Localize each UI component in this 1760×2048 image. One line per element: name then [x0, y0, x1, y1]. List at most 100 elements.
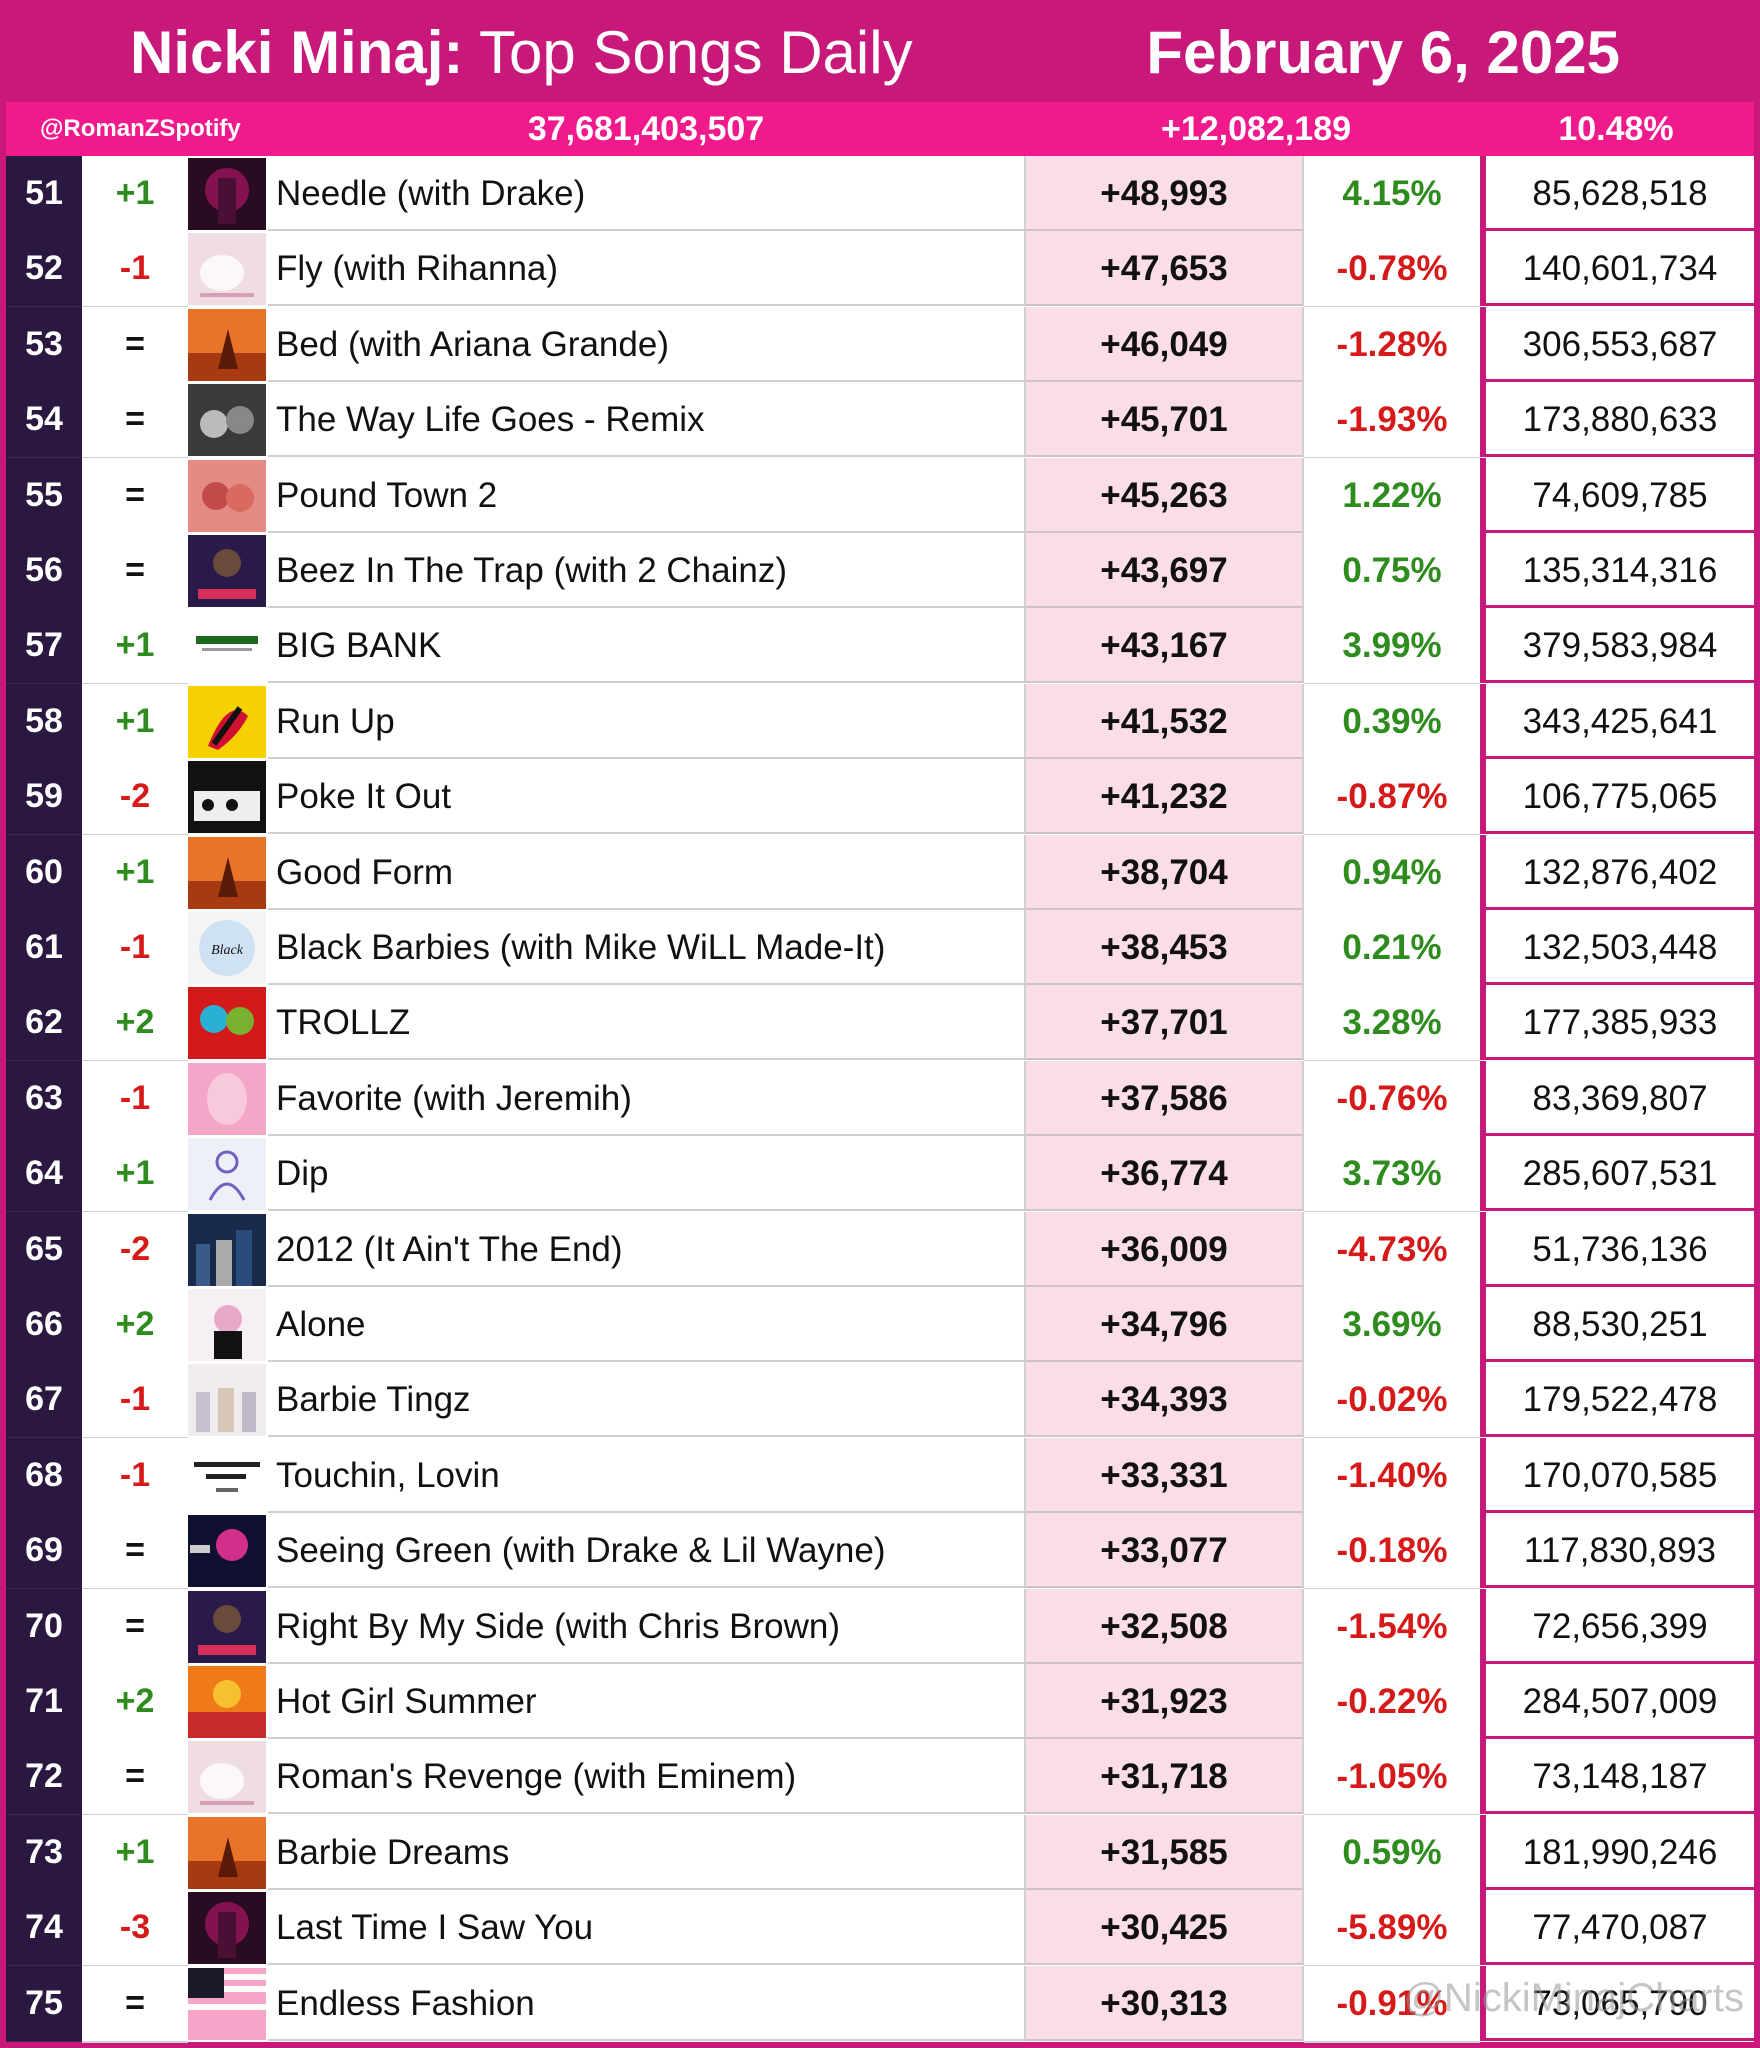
- album-art-cell: [188, 1438, 268, 1514]
- daily-streams-cell: +34,393: [1024, 1362, 1304, 1437]
- song-title: Beez In The Trap (with 2 Chainz): [268, 533, 1024, 608]
- rank-change-cell: +1: [82, 835, 188, 912]
- watermark: @NickiMinajCharts: [1403, 1976, 1744, 2020]
- rank-change-cell: -1: [82, 231, 188, 308]
- album-art-cell: [188, 231, 268, 307]
- table-row: 51 +1 Needle (with Drake) +48,993 4.15% 85,62…: [6, 156, 1754, 233]
- album-art: [188, 1440, 266, 1514]
- daily-change-percent: 0.59%: [1304, 1815, 1480, 1892]
- rank-change-cell: -1: [82, 1061, 188, 1138]
- table-row: 73 +1 Barbie Dreams +31,585 0.59% 181,990,246: [6, 1815, 1754, 1892]
- songs-table: 51 +1 Needle (with Drake) +48,993 4.15% 85,62…: [6, 156, 1754, 2043]
- rank-cell: 69: [6, 1513, 82, 1589]
- album-art-cell: [188, 1287, 268, 1363]
- daily-change-percent: -0.87%: [1304, 759, 1480, 836]
- table-row: 71 +2 Hot Girl Summer +31,923 -0.22% 284,507,…: [6, 1664, 1754, 1741]
- song-title: Run Up: [268, 684, 1024, 759]
- rank-change-cell: -2: [82, 1212, 188, 1289]
- daily-change-percent: 3.28%: [1304, 985, 1480, 1062]
- album-art: [188, 761, 266, 835]
- song-title: Hot Girl Summer: [268, 1664, 1024, 1739]
- album-art-cell: [188, 1136, 268, 1212]
- album-art-cell: [188, 684, 268, 760]
- album-art: [188, 1666, 266, 1740]
- daily-streams-cell: +36,774: [1024, 1136, 1304, 1211]
- album-art: [188, 1214, 266, 1288]
- total-streams-cell: 117,830,893: [1480, 1513, 1754, 1588]
- table-row: 62 +2 TROLLZ +37,701 3.28% 177,385,933: [6, 985, 1754, 1062]
- song-title: Touchin, Lovin: [268, 1438, 1024, 1513]
- song-title: Right By My Side (with Chris Brown): [268, 1589, 1024, 1664]
- album-art-cell: [188, 759, 268, 835]
- total-streams-cell: 285,607,531: [1480, 1136, 1754, 1211]
- rank-change-cell: +1: [82, 156, 188, 233]
- daily-streams-cell: +30,313: [1024, 1966, 1304, 2041]
- daily-change-percent: 4.15%: [1304, 156, 1480, 233]
- table-row: 68 -1 Touchin, Lovin +33,331 -1.40% 170,070,5…: [6, 1438, 1754, 1515]
- daily-streams-cell: +48,993: [1024, 156, 1304, 231]
- rank-change-cell: -1: [82, 1362, 188, 1439]
- album-art-cell: [188, 985, 268, 1061]
- daily-change-percent: -0.91%: [1304, 1966, 1480, 2043]
- daily-change-percent: -1.28%: [1304, 307, 1480, 384]
- table-row: 61 -1 Black Black Barbies (with Mike WiLL M…: [6, 910, 1754, 987]
- table-row: 63 -1 Favorite (with Jeremih) +37,586 -0.76%…: [6, 1061, 1754, 1138]
- creator-handle: @RomanZSpotify: [40, 115, 241, 142]
- table-row: 57 +1 BIG BANK +43,167 3.99% 379,583,984: [6, 608, 1754, 685]
- header: Nicki Minaj: Top Songs Daily February 6,…: [0, 0, 1760, 102]
- table-row: 54 = The Way Life Goes - Remix +45,701 -1.93…: [6, 382, 1754, 459]
- chart-name: Top Songs Daily: [479, 19, 913, 86]
- total-streams-cell: 88,530,251: [1480, 1287, 1754, 1362]
- rank-cell: 55: [6, 458, 82, 534]
- daily-change-percent: 0.39%: [1304, 684, 1480, 761]
- total-streams-cell: 83,369,807: [1480, 1061, 1754, 1136]
- table-row: 72 = Roman's Revenge (with Eminem) +31,718-…: [6, 1739, 1754, 1816]
- daily-change-percent: -5.89%: [1304, 1890, 1480, 1967]
- daily-change-percent: -1.40%: [1304, 1438, 1480, 1515]
- album-art-cell: [188, 1815, 268, 1891]
- rank-cell: 66: [6, 1287, 82, 1363]
- rank-change-cell: =: [82, 1589, 188, 1666]
- table-row: 67 -1 Barbie Tingz +34,393 -0.02% 179,522,478: [6, 1362, 1754, 1439]
- table-row: 65 -2 2012 (It Ain't The End) +36,009 -4.73…: [6, 1212, 1754, 1289]
- table-row: 58 +1 Run Up +41,532 0.39% 343,425,641: [6, 684, 1754, 761]
- daily-change-percent: -4.73%: [1304, 1212, 1480, 1289]
- song-title: Pound Town 2: [268, 458, 1024, 533]
- table-row: 69 = Seeing Green (with Drake & Lil Wayne)…: [6, 1513, 1754, 1590]
- daily-streams-cell: +37,586: [1024, 1061, 1304, 1136]
- total-streams-cell: 85,628,518: [1480, 156, 1754, 231]
- daily-streams-cell: +31,585: [1024, 1815, 1304, 1890]
- rank-cell: 64: [6, 1136, 82, 1212]
- total-streams-cell: 179,522,478: [1480, 1362, 1754, 1437]
- album-art-cell: [188, 1362, 268, 1438]
- album-art: [188, 1063, 266, 1137]
- album-art: Black: [188, 912, 266, 986]
- song-title: Bed (with Ariana Grande): [268, 307, 1024, 382]
- album-art: [188, 610, 266, 684]
- album-art: [188, 1968, 266, 2042]
- daily-streams-cell: +43,167: [1024, 608, 1304, 683]
- rank-cell: 51: [6, 156, 82, 232]
- rank-cell: 70: [6, 1589, 82, 1665]
- album-art: [188, 1138, 266, 1212]
- total-streams-cell: 306,553,687: [1480, 307, 1754, 382]
- album-art: [188, 1892, 266, 1966]
- rank-cell: 62: [6, 985, 82, 1061]
- song-title: Roman's Revenge (with Eminem): [268, 1739, 1024, 1814]
- daily-change-percent: -0.78%: [1304, 231, 1480, 308]
- total-streams-cell: 132,503,448: [1480, 910, 1754, 985]
- album-art-cell: [188, 307, 268, 383]
- daily-change-percent: 3.99%: [1304, 608, 1480, 685]
- artist-name: Nicki Minaj:: [130, 19, 464, 86]
- total-streams-cell: 77,470,087: [1480, 1890, 1754, 1965]
- daily-change-percent: -1.05%: [1304, 1739, 1480, 1816]
- daily-change-percent: -0.76%: [1304, 1061, 1480, 1138]
- rank-change-cell: +2: [82, 1287, 188, 1364]
- rank-cell: 68: [6, 1438, 82, 1514]
- table-row: 53 = Bed (with Ariana Grande) +46,049 -1.28%…: [6, 307, 1754, 384]
- rank-change-cell: +2: [82, 1664, 188, 1741]
- rank-change-cell: =: [82, 382, 188, 459]
- total-streams-cell: 379,583,984: [1480, 608, 1754, 683]
- album-art: [188, 1591, 266, 1665]
- total-streams-cell: 135,314,316: [1480, 533, 1754, 608]
